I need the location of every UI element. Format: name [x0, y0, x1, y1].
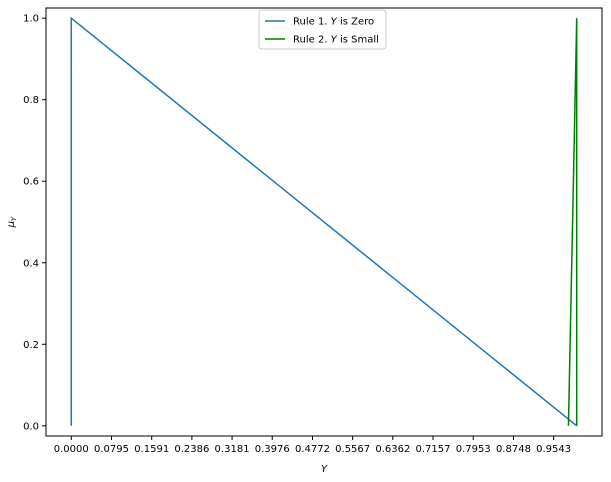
- x-tick-label: 0.1591: [134, 444, 169, 455]
- y-axis-title-symbol: μ: [6, 221, 17, 228]
- x-tick-label: 0.3181: [215, 444, 250, 455]
- y-axis-title: μY: [6, 216, 18, 228]
- legend-label-prefix: Rule 2.: [293, 35, 331, 46]
- y-tick-label: 0.0: [23, 421, 39, 432]
- x-tick-label: 0.3976: [255, 444, 290, 455]
- series-line-1: [70, 16, 578, 427]
- x-tick-label: 0.2386: [174, 444, 209, 455]
- y-axis-title-subscript: Y: [10, 216, 18, 221]
- x-axis-ticks: 0.0000 0.0795 0.1591 0.2386 0.3181 0.3976 0.47…: [54, 436, 571, 455]
- x-tick-label: 0.6362: [375, 444, 410, 455]
- series-layer: [70, 16, 578, 427]
- series-line-2: [567, 18, 578, 426]
- plot-area-frame: [45, 7, 603, 437]
- legend-label-variable: Y: [331, 35, 338, 46]
- legend-label-suffix: is Small: [337, 35, 379, 46]
- legend-label-variable: Y: [331, 17, 338, 28]
- x-tick-label: 0.0795: [94, 444, 129, 455]
- x-tick-label: 0.5567: [335, 444, 370, 455]
- legend-label-prefix: Rule 1.: [293, 17, 331, 28]
- legend-box: [258, 9, 387, 50]
- x-axis-title: Y: [321, 464, 328, 475]
- y-tick-label: 0.4: [23, 258, 39, 269]
- y-tick-label: 0.6: [23, 177, 39, 188]
- x-tick-label: 0.9543: [536, 444, 571, 455]
- y-tick-label: 0.2: [23, 340, 39, 351]
- x-tick-label: 0.4772: [295, 444, 330, 455]
- x-tick-label: 0.0000: [54, 444, 89, 455]
- legend: Rule 1. Y is Zero Rule 2. Y is Small: [258, 9, 387, 50]
- y-tick-label: 1.0: [23, 14, 39, 25]
- x-tick-label: 0.7157: [416, 444, 451, 455]
- legend-label-suffix: is Zero: [337, 17, 374, 28]
- legend-label-1: Rule 1. Y is Zero: [293, 17, 374, 28]
- x-tick-label: 0.8748: [496, 444, 531, 455]
- y-tick-label: 0.8: [23, 95, 39, 106]
- y-axis-ticks: 0.0 0.2 0.4 0.6 0.8 1.0: [23, 14, 46, 432]
- x-tick-label: 0.7953: [456, 444, 491, 455]
- legend-label-2: Rule 2. Y is Small: [293, 35, 379, 46]
